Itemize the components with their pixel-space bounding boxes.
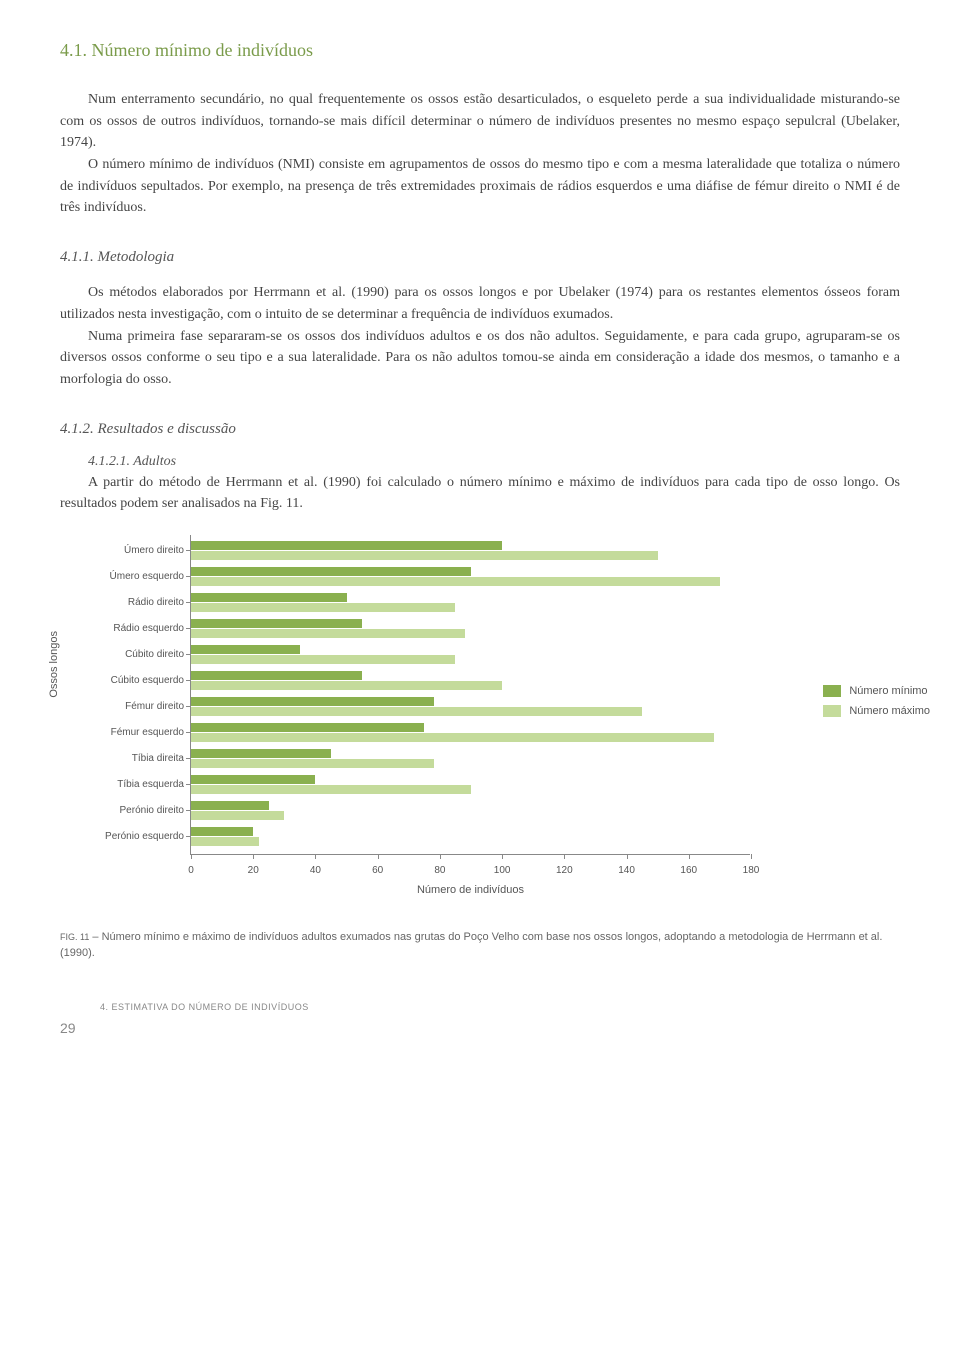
chart-xtick: [191, 854, 192, 859]
chart-xtick: [440, 854, 441, 859]
figure-caption-text: – Número mínimo e máximo de indivíduos a…: [60, 931, 882, 960]
chart-bar-min: [191, 775, 315, 784]
chart-category-label: Perónio direito: [64, 806, 184, 816]
chart-bar-max: [191, 785, 471, 794]
chart-xtick: [689, 854, 690, 859]
chart-bar-min: [191, 723, 424, 732]
chart-category-label: Cúbito direito: [64, 650, 184, 660]
chart-bar-max: [191, 655, 455, 664]
chart-xtick: [502, 854, 503, 859]
chart-bar-max: [191, 551, 658, 560]
chart-xtick-label: 100: [494, 865, 511, 876]
chart-xtick: [751, 854, 752, 859]
bar-chart: Ossos longos Número de indivíduos Número…: [60, 535, 900, 915]
chart-xtick-label: 180: [743, 865, 760, 876]
chart-xtick-label: 120: [556, 865, 573, 876]
chart-category-label: Fémur direito: [64, 702, 184, 712]
chart-ylabel: Ossos longos: [48, 631, 60, 698]
chart-category-label: Rádio direito: [64, 598, 184, 608]
legend-label-min: Número mínimo: [849, 685, 927, 697]
chart-bar-min: [191, 671, 362, 680]
legend-swatch-max: [823, 705, 841, 717]
chart-xtick-label: 160: [680, 865, 697, 876]
chart-bar-max: [191, 707, 642, 716]
chart-category-label: Úmero direito: [64, 546, 184, 556]
chart-xtick: [378, 854, 379, 859]
chart-bar-max: [191, 681, 502, 690]
subsubsection-4121-title: 4.1.2.1. Adultos: [60, 454, 900, 470]
chart-plot-area: Número de indivíduos Número mínimo Númer…: [190, 535, 750, 855]
chart-xtick-label: 80: [434, 865, 445, 876]
chart-xtick: [315, 854, 316, 859]
chart-xtick-label: 60: [372, 865, 383, 876]
chart-bar-min: [191, 619, 362, 628]
sub1-para-1: Os métodos elaborados por Herrmann et al…: [60, 282, 900, 325]
figure-label: FIG. 11: [60, 932, 89, 942]
chart-bar-min: [191, 749, 331, 758]
legend-item-min: Número mínimo: [823, 685, 930, 697]
chart-category-label: Cúbito esquerdo: [64, 676, 184, 686]
chart-xtick: [253, 854, 254, 859]
section-para-2: O número mínimo de indivíduos (NMI) cons…: [60, 154, 900, 219]
chart-category-label: Fémur esquerdo: [64, 728, 184, 738]
chart-bar-min: [191, 697, 434, 706]
chart-bar-min: [191, 567, 471, 576]
chart-bar-min: [191, 541, 502, 550]
subsection-412-title: 4.1.2. Resultados e discussão: [60, 421, 900, 438]
chart-category-label: Tíbia direita: [64, 754, 184, 764]
chart-bar-min: [191, 801, 269, 810]
chart-bar-max: [191, 603, 455, 612]
chart-category-label: Úmero esquerdo: [64, 572, 184, 582]
chart-category-label: Rádio esquerdo: [64, 624, 184, 634]
running-footer: 4. ESTIMATIVA DO NÚMERO DE INDIVÍDUOS: [60, 1002, 900, 1012]
figure-caption: FIG. 11 – Número mínimo e máximo de indi…: [60, 929, 900, 962]
legend-label-max: Número máximo: [849, 705, 930, 717]
chart-xtick-label: 140: [618, 865, 635, 876]
sub1-para-2: Numa primeira fase separaram-se os ossos…: [60, 326, 900, 391]
chart-bar-max: [191, 733, 714, 742]
chart-bar-min: [191, 645, 300, 654]
chart-bar-max: [191, 577, 720, 586]
chart-bar-max: [191, 759, 434, 768]
chart-legend: Número mínimo Número máximo: [823, 685, 930, 725]
chart-xtick-label: 40: [310, 865, 321, 876]
chart-category-label: Perónio esquerdo: [64, 832, 184, 842]
chart-category-label: Tíbia esquerda: [64, 780, 184, 790]
section-para-1: Num enterramento secundário, no qual fre…: [60, 89, 900, 154]
chart-xtick-label: 0: [188, 865, 194, 876]
chart-xlabel: Número de indivíduos: [417, 884, 524, 896]
legend-item-max: Número máximo: [823, 705, 930, 717]
chart-bar-max: [191, 629, 465, 638]
sub2-para-1: A partir do método de Herrmann et al. (1…: [60, 472, 900, 515]
chart-xtick: [564, 854, 565, 859]
chart-xtick-label: 20: [248, 865, 259, 876]
chart-bar-min: [191, 827, 253, 836]
legend-swatch-min: [823, 685, 841, 697]
chart-bar-max: [191, 811, 284, 820]
section-title: 4.1. Número mínimo de indivíduos: [60, 40, 900, 61]
subsection-411-title: 4.1.1. Metodologia: [60, 249, 900, 266]
chart-bar-min: [191, 593, 347, 602]
chart-xtick: [627, 854, 628, 859]
page-number: 29: [60, 1020, 900, 1036]
chart-bar-max: [191, 837, 259, 846]
